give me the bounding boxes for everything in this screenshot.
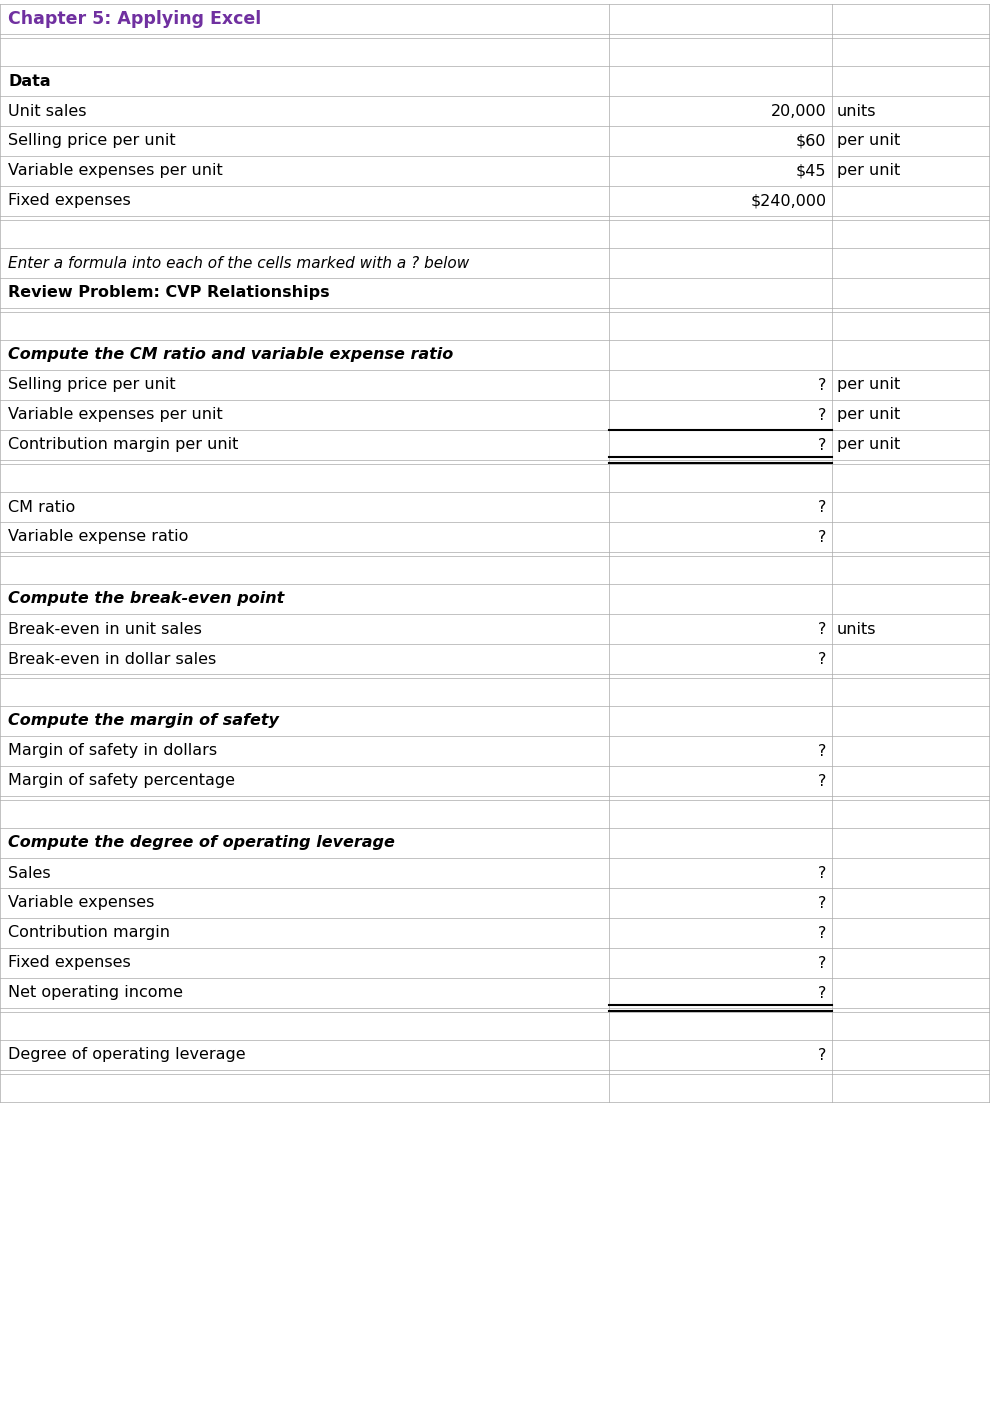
Text: ?: ? [818,955,827,971]
Text: Selling price per unit: Selling price per unit [8,377,175,393]
Text: ?: ? [818,866,827,880]
Text: ?: ? [818,1047,827,1063]
Text: ?: ? [818,622,827,636]
Text: Compute the degree of operating leverage: Compute the degree of operating leverage [8,835,395,851]
Text: per unit: per unit [837,133,900,148]
Text: Selling price per unit: Selling price per unit [8,133,175,148]
Text: per unit: per unit [837,438,900,452]
Text: Break-even in dollar sales: Break-even in dollar sales [8,651,216,667]
Text: ?: ? [818,407,827,422]
Text: ?: ? [818,651,827,667]
Text: per unit: per unit [837,407,900,422]
Text: $240,000: $240,000 [750,194,827,209]
Text: Break-even in unit sales: Break-even in unit sales [8,622,202,636]
Text: $45: $45 [796,164,827,178]
Text: Compute the CM ratio and variable expense ratio: Compute the CM ratio and variable expens… [8,348,453,363]
Text: Data: Data [8,73,50,89]
Text: Chapter 5: Applying Excel: Chapter 5: Applying Excel [8,10,261,28]
Text: Review Problem: CVP Relationships: Review Problem: CVP Relationships [8,285,330,301]
Text: Variable expenses per unit: Variable expenses per unit [8,407,223,422]
Text: 20,000: 20,000 [771,103,827,119]
Text: ?: ? [818,926,827,941]
Text: Compute the margin of safety: Compute the margin of safety [8,714,279,729]
Text: Fixed expenses: Fixed expenses [8,194,131,209]
Text: CM ratio: CM ratio [8,500,75,514]
Text: per unit: per unit [837,164,900,178]
Text: ?: ? [818,377,827,393]
Text: Unit sales: Unit sales [8,103,86,119]
Text: Margin of safety in dollars: Margin of safety in dollars [8,743,217,759]
Text: ?: ? [818,500,827,514]
Text: Fixed expenses: Fixed expenses [8,955,131,971]
Text: Net operating income: Net operating income [8,985,183,1000]
Text: ?: ? [818,743,827,759]
Text: Compute the break-even point: Compute the break-even point [8,592,284,606]
Text: Sales: Sales [8,866,50,880]
Text: Contribution margin per unit: Contribution margin per unit [8,438,239,452]
Text: ?: ? [818,896,827,910]
Text: per unit: per unit [837,377,900,393]
Text: units: units [837,103,876,119]
Text: Contribution margin: Contribution margin [8,926,170,941]
Text: ?: ? [818,985,827,1000]
Text: Enter a formula into each of the cells marked with a ? below: Enter a formula into each of the cells m… [8,256,469,270]
Text: ?: ? [818,438,827,452]
Text: units: units [837,622,876,636]
Text: Degree of operating leverage: Degree of operating leverage [8,1047,246,1063]
Text: Variable expense ratio: Variable expense ratio [8,530,188,544]
Text: ?: ? [818,773,827,788]
Text: Variable expenses: Variable expenses [8,896,154,910]
Text: Variable expenses per unit: Variable expenses per unit [8,164,223,178]
Text: $60: $60 [796,133,827,148]
Text: Margin of safety percentage: Margin of safety percentage [8,773,235,788]
Text: ?: ? [818,530,827,544]
